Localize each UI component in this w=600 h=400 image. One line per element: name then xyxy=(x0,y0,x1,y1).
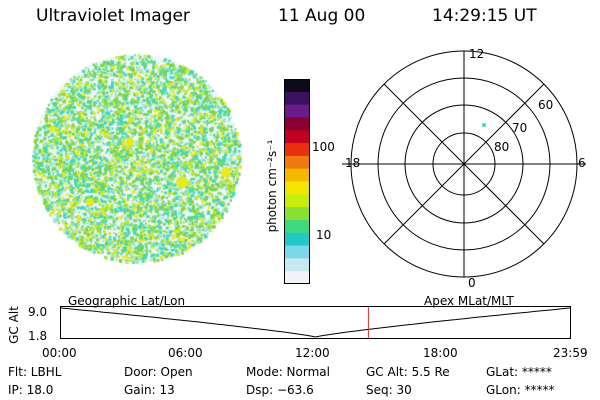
colorbar-segment xyxy=(284,232,310,247)
colorbar-segment xyxy=(284,194,310,208)
polar-data-point xyxy=(482,123,486,127)
mlt-label-0: 0 xyxy=(468,276,476,290)
filter-info: Flt: LBHL xyxy=(8,365,62,379)
timeline-ytick-top: 9.0 xyxy=(28,305,48,319)
mlt-label-18: 18 xyxy=(345,156,361,170)
lat-label-70: 70 xyxy=(512,121,528,135)
altitude-curve xyxy=(60,307,571,338)
seq-info: Seq: 30 xyxy=(366,383,412,397)
timeline-xtick-2359: 23:59 xyxy=(553,346,588,360)
altitude-timeline-plot xyxy=(60,306,571,339)
glon-info: GLon: ***** xyxy=(486,383,555,397)
colorbar-segment xyxy=(284,207,310,221)
colorbar-segment xyxy=(284,258,310,272)
colorbar-segment xyxy=(284,117,310,131)
gain-info: Gain: 13 xyxy=(124,383,175,397)
instrument-title: Ultraviolet Imager xyxy=(36,6,190,26)
colorbar-segment xyxy=(284,143,310,157)
polar-mlt-plot xyxy=(342,50,586,278)
colorbar-tick-10: 10 xyxy=(316,228,332,242)
colorbar-frame xyxy=(284,79,310,284)
timeline-xtick-1800: 18:00 xyxy=(423,346,458,360)
timeline-xtick-0000: 00:00 xyxy=(42,346,77,360)
colorbar-segment xyxy=(284,79,310,93)
timeline-ylabel: GC Alt xyxy=(7,306,21,344)
mlt-label-6: 6 xyxy=(578,156,586,170)
door-info: Door: Open xyxy=(124,365,193,379)
timeline-left-title: Geographic Lat/Lon xyxy=(68,294,186,308)
colorbar-segment xyxy=(284,245,310,259)
mlt-label-12: 12 xyxy=(469,47,485,61)
date-label: 11 Aug 00 xyxy=(278,6,366,26)
colorbar-segment xyxy=(284,219,310,234)
dsp-info: Dsp: −63.6 xyxy=(246,383,314,397)
colorbar-tick-100: 100 xyxy=(312,140,335,154)
glat-info: GLat: ***** xyxy=(486,365,552,379)
timeline-xtick-1200: 12:00 xyxy=(295,346,330,360)
colorbar-segment xyxy=(284,155,310,170)
timeline-frame xyxy=(60,306,571,339)
time-label: 14:29:15 UT xyxy=(432,6,537,26)
uv-image-disk xyxy=(30,52,242,264)
ip-info: IP: 18.0 xyxy=(8,383,54,397)
colorbar-segment xyxy=(284,181,310,195)
polar-diagonal-2 xyxy=(383,83,545,245)
lat-label-80: 80 xyxy=(494,140,510,154)
mode-info: Mode: Normal xyxy=(246,365,330,379)
colorbar-unit-label: photon cm⁻²s⁻¹ xyxy=(265,139,279,233)
gc-alt-info: GC Alt: 5.5 Re xyxy=(366,365,450,379)
colorbar-segment xyxy=(284,104,310,119)
colorbar-segment xyxy=(284,168,310,183)
timeline-xtick-0600: 06:00 xyxy=(168,346,203,360)
colorbar-segment xyxy=(284,130,310,144)
colorbar-segment xyxy=(284,271,310,284)
colorbar-segment xyxy=(284,91,310,106)
color-scale-bar xyxy=(284,79,310,284)
timeline-right-title: Apex MLat/MLT xyxy=(424,294,514,308)
timeline-ytick-bottom: 1.8 xyxy=(28,329,48,343)
lat-label-60: 60 xyxy=(538,98,554,112)
